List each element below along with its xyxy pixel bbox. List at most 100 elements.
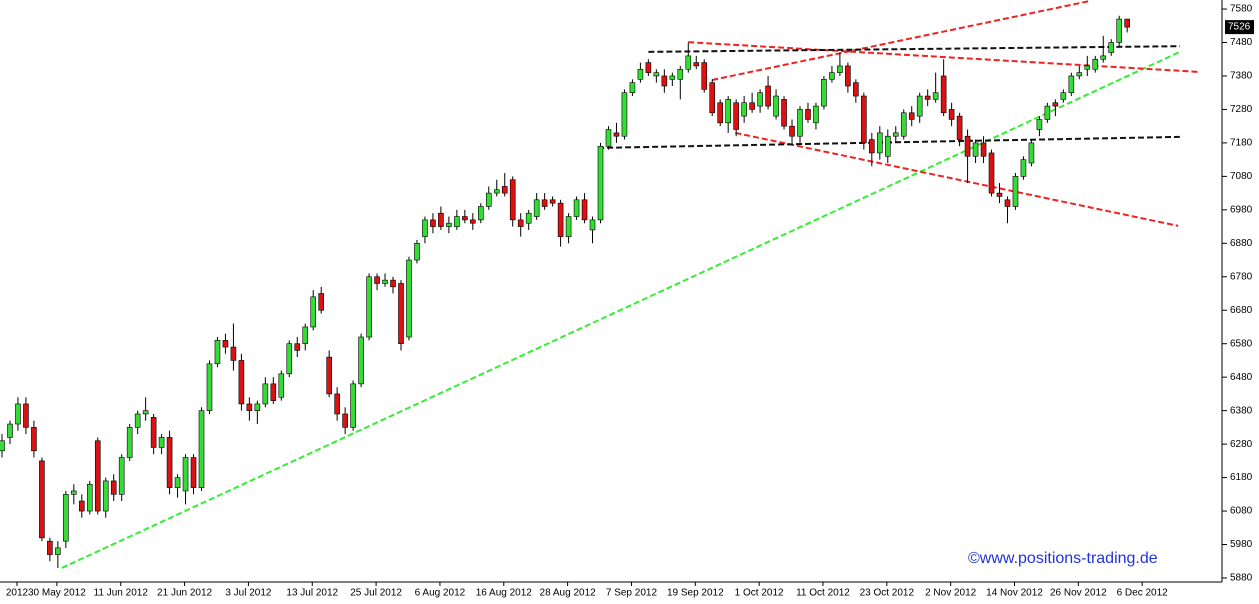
candle-body xyxy=(310,296,317,328)
candle-body xyxy=(916,95,923,117)
x-tick-label: 6 Aug 2012 xyxy=(415,588,466,599)
x-tick-label: 6 Dec 2012 xyxy=(1117,588,1169,599)
candle-body xyxy=(837,65,843,73)
candle-body xyxy=(230,346,237,361)
y-tick-label: 6180 xyxy=(1230,472,1253,483)
candle-body xyxy=(374,276,380,284)
candle-body xyxy=(948,109,955,120)
candle-body xyxy=(789,125,795,137)
candle-body xyxy=(174,477,181,488)
candle-body xyxy=(773,95,779,117)
y-tick-label: 7580 xyxy=(1230,4,1253,15)
candle-body xyxy=(988,152,995,194)
candle-body xyxy=(47,540,53,555)
candle-body xyxy=(525,212,532,224)
x-tick-label: 25 Jul 2012 xyxy=(350,588,402,599)
candle-body xyxy=(102,480,109,512)
candle-body xyxy=(861,95,867,144)
candle-body xyxy=(932,92,939,100)
candle-body xyxy=(661,75,668,87)
candle-body xyxy=(573,199,580,217)
candle-body xyxy=(900,112,907,137)
y-tick-label: 5980 xyxy=(1230,539,1253,550)
candle-body xyxy=(414,243,420,261)
candle-body xyxy=(150,417,157,448)
candle-body xyxy=(390,279,396,288)
candle-body xyxy=(142,410,149,415)
candle-body xyxy=(270,383,277,401)
candle-body xyxy=(110,480,117,495)
candle-body xyxy=(286,343,293,375)
last-price-box xyxy=(1225,20,1254,35)
candle-body xyxy=(350,383,356,428)
candle-body xyxy=(493,189,500,194)
candle-body xyxy=(501,186,508,194)
x-tick-label: 19 Sep 2012 xyxy=(667,588,724,599)
candle-body xyxy=(79,500,85,512)
candle-body xyxy=(892,132,899,137)
candle-body xyxy=(118,457,125,495)
candle-body xyxy=(629,82,636,94)
candle-body xyxy=(565,216,572,237)
candle-body xyxy=(382,279,388,284)
candle-body xyxy=(757,92,763,107)
candle-body xyxy=(964,135,971,157)
x-tick-label: 3 Jul 2012 xyxy=(225,588,272,599)
candle-body xyxy=(190,457,197,488)
candle-body xyxy=(454,216,460,227)
candle-body xyxy=(302,326,309,345)
candle-body xyxy=(398,283,404,345)
candle-body xyxy=(158,437,165,448)
candle-body xyxy=(55,547,61,555)
candle-body xyxy=(246,403,253,411)
candle-body xyxy=(1020,159,1027,177)
candle-body xyxy=(829,72,835,80)
candle-body xyxy=(972,142,979,157)
candle-body xyxy=(685,55,692,70)
y-tick-label: 6080 xyxy=(1230,506,1253,517)
candle-body xyxy=(1084,65,1091,70)
candle-body xyxy=(1052,102,1059,107)
x-tick-label: 13 Jul 2012 xyxy=(286,588,338,599)
candle-body xyxy=(781,99,787,127)
candle-body xyxy=(1004,199,1011,207)
candle-body xyxy=(597,145,604,221)
x-tick-label: 23 Oct 2012 xyxy=(860,588,915,599)
candle-body xyxy=(613,132,620,137)
x-tick-label: 1 Oct 2012 xyxy=(735,588,784,599)
y-tick-label: 6580 xyxy=(1230,338,1253,349)
y-tick-label: 6680 xyxy=(1230,305,1253,316)
x-tick-label: 7 Sep 2012 xyxy=(606,588,658,599)
candle-body xyxy=(1028,142,1035,164)
last-price-label: 7526 xyxy=(1228,22,1251,33)
candle-body xyxy=(1076,72,1083,77)
candle-body xyxy=(876,132,883,154)
trendline xyxy=(61,50,1181,569)
candle-body xyxy=(1068,75,1075,94)
candle-body xyxy=(653,72,660,77)
candle-body xyxy=(446,222,452,227)
x-tick-label: 14 Nov 2012 xyxy=(986,588,1043,599)
x-tick-label: 16 Aug 2012 xyxy=(476,588,533,599)
candle-body xyxy=(924,95,931,100)
trendline xyxy=(648,45,1180,53)
candle-body xyxy=(733,102,739,130)
candle-body xyxy=(541,199,548,207)
candle-body xyxy=(908,112,915,120)
y-tick-label: 6280 xyxy=(1230,439,1253,450)
candle-body xyxy=(589,219,596,231)
candle-body xyxy=(358,336,364,385)
candle-body xyxy=(605,129,612,147)
candle-body xyxy=(669,75,676,80)
y-tick-label: 6980 xyxy=(1230,204,1253,215)
y-tick-label: 7480 xyxy=(1230,37,1253,48)
candle-body xyxy=(1092,58,1099,70)
candle-body xyxy=(1100,55,1107,60)
candle-body xyxy=(741,102,747,117)
x-tick-label: 11 Jun 2012 xyxy=(94,588,149,599)
candle-body xyxy=(813,105,819,124)
candle-body xyxy=(621,92,628,137)
candle-body xyxy=(805,109,811,120)
candle-body xyxy=(637,68,644,80)
